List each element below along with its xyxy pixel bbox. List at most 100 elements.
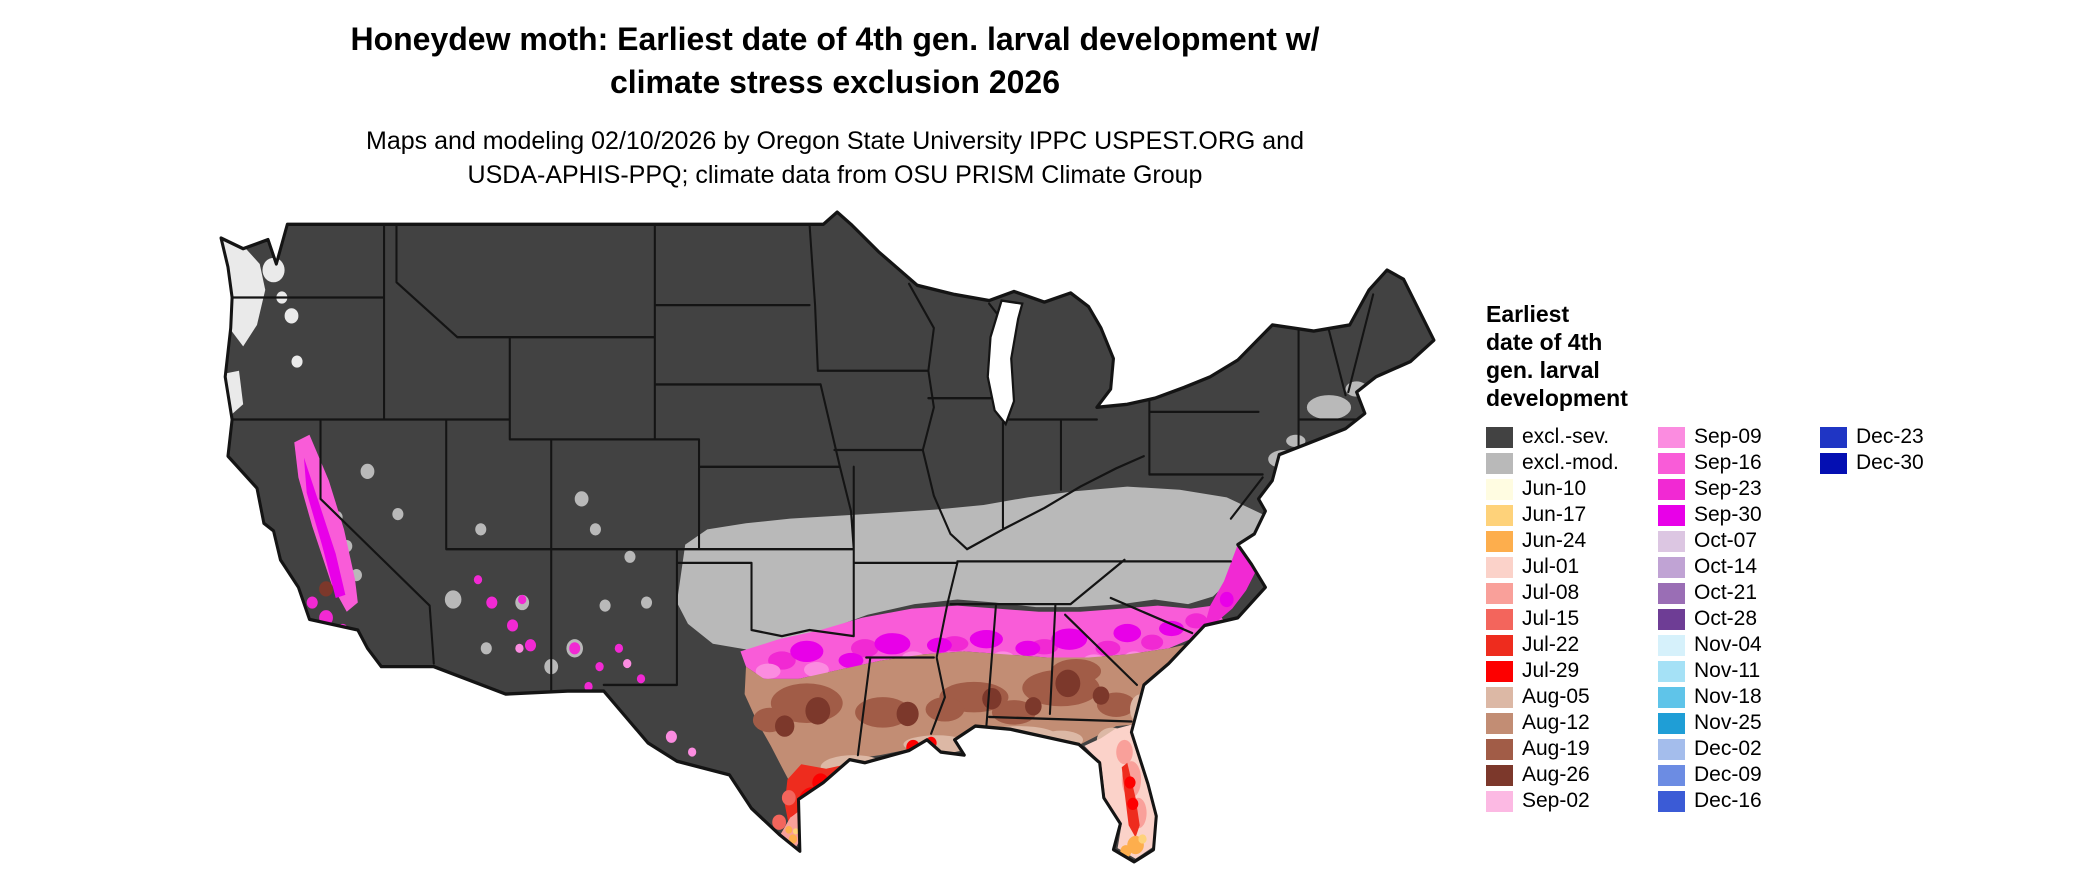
subtitle-line-2: USDA-APHIS-PPQ; climate data from OSU PR… <box>467 161 1203 189</box>
legend-swatch <box>1658 738 1685 760</box>
legend-label: Jul-01 <box>1522 555 1580 578</box>
legend-item: excl.-mod. <box>1486 450 1619 476</box>
map-aug26-patches <box>319 581 1110 737</box>
legend-item: Dec-23 <box>1820 424 1924 450</box>
legend-swatch <box>1486 426 1513 448</box>
legend-item: Sep-16 <box>1658 450 1762 476</box>
legend-swatch <box>1820 452 1847 474</box>
legend-label: Nov-04 <box>1694 633 1762 656</box>
legend-swatch <box>1658 608 1685 630</box>
legend-title-line-2: date of 4th <box>1486 329 1603 355</box>
legend-swatch <box>1486 582 1513 604</box>
legend-swatch <box>1486 608 1513 630</box>
legend-title-line-3: gen. larval <box>1486 357 1600 383</box>
us-map <box>219 210 1436 864</box>
legend-item: Nov-04 <box>1658 632 1762 658</box>
legend-swatch <box>1820 426 1847 448</box>
legend-label: Oct-21 <box>1694 581 1758 604</box>
legend-swatch <box>1486 790 1513 812</box>
legend-item: Jul-29 <box>1486 658 1619 684</box>
legend-label: Sep-16 <box>1694 451 1762 474</box>
legend-item: Oct-07 <box>1658 528 1762 554</box>
legend-swatch <box>1658 504 1685 526</box>
legend-label: Sep-09 <box>1694 425 1762 448</box>
legend-label: Sep-23 <box>1694 477 1762 500</box>
legend-swatch <box>1658 660 1685 682</box>
page-title: Honeydew moth: Earliest date of 4th gen.… <box>255 18 1415 104</box>
legend-item: Dec-30 <box>1820 450 1924 476</box>
legend-swatch <box>1658 556 1685 578</box>
legend-label: Aug-12 <box>1522 711 1590 734</box>
legend-swatch <box>1658 790 1685 812</box>
legend-column-2: Sep-09 Sep-16 Sep-23 Sep-30 Oct-07 Oct-14 Oct-… <box>1658 424 1762 814</box>
legend-item: Jun-24 <box>1486 528 1619 554</box>
legend-swatch <box>1486 712 1513 734</box>
title-line-2: climate stress exclusion 2026 <box>609 64 1061 100</box>
legend-label: Jul-29 <box>1522 659 1580 682</box>
legend-swatch <box>1486 556 1513 578</box>
legend-label: Aug-05 <box>1522 685 1590 708</box>
legend-item: Oct-14 <box>1658 554 1762 580</box>
legend-item: Jul-08 <box>1486 580 1619 606</box>
legend-swatch <box>1486 660 1513 682</box>
lake-michigan <box>986 299 1024 427</box>
legend-label: Sep-30 <box>1694 503 1762 526</box>
legend-label: excl.-sev. <box>1522 425 1610 448</box>
legend-title-line-1: Earliest <box>1486 301 1570 327</box>
legend-title: Earliest date of 4th gen. larval develop… <box>1486 300 1628 412</box>
legend-item: Sep-23 <box>1658 476 1762 502</box>
map-gray-speckles <box>331 381 1368 675</box>
legend-label: Nov-18 <box>1694 685 1762 708</box>
legend-swatch <box>1486 738 1513 760</box>
subtitle-line-1: Maps and modeling 02/10/2026 by Oregon S… <box>366 127 1304 155</box>
legend-swatch <box>1486 478 1513 500</box>
legend-label: Dec-09 <box>1694 763 1762 786</box>
legend-item: Oct-21 <box>1658 580 1762 606</box>
map-region-california-valley <box>294 434 358 612</box>
legend-item: Oct-28 <box>1658 606 1762 632</box>
legend-label: Jun-24 <box>1522 529 1587 552</box>
page-subtitle: Maps and modeling 02/10/2026 by Oregon S… <box>255 124 1415 192</box>
legend-swatch <box>1486 764 1513 786</box>
legend-item: Jun-17 <box>1486 502 1619 528</box>
legend-swatch <box>1658 530 1685 552</box>
legend-label: Oct-07 <box>1694 529 1758 552</box>
legend-label: Oct-28 <box>1694 607 1758 630</box>
legend-item: Nov-25 <box>1658 710 1762 736</box>
legend-label: Dec-30 <box>1856 451 1924 474</box>
map-region-excluded-moderate <box>676 486 1266 650</box>
legend-item: Jul-15 <box>1486 606 1619 632</box>
legend-item: Nov-11 <box>1658 658 1762 684</box>
legend-swatch <box>1658 582 1685 604</box>
legend-item: Aug-19 <box>1486 736 1619 762</box>
legend-item: Dec-16 <box>1658 788 1762 814</box>
legend-label: Nov-11 <box>1694 659 1761 682</box>
title-line-1: Honeydew moth: Earliest date of 4th gen.… <box>350 21 1320 57</box>
legend-swatch <box>1658 478 1685 500</box>
legend-swatch <box>1486 634 1513 656</box>
legend-item: excl.-sev. <box>1486 424 1619 450</box>
map-container <box>210 206 1445 871</box>
map-region-florida <box>1084 724 1157 859</box>
legend-label: Dec-16 <box>1694 789 1762 812</box>
legend-item: Sep-09 <box>1658 424 1762 450</box>
legend-item: Sep-02 <box>1486 788 1619 814</box>
legend-label: Aug-26 <box>1522 763 1590 786</box>
legend-swatch <box>1658 426 1685 448</box>
legend-item: Jul-22 <box>1486 632 1619 658</box>
legend-swatch <box>1486 686 1513 708</box>
legend-label: Dec-23 <box>1856 425 1924 448</box>
legend-swatch <box>1486 452 1513 474</box>
legend-label: excl.-mod. <box>1522 451 1619 474</box>
legend-item: Jun-10 <box>1486 476 1619 502</box>
legend-label: Jul-22 <box>1522 633 1580 656</box>
legend-swatch <box>1658 686 1685 708</box>
legend-label: Jul-08 <box>1522 581 1580 604</box>
us-outline <box>219 210 1436 864</box>
legend-label: Nov-25 <box>1694 711 1762 734</box>
legend-label: Jun-17 <box>1522 503 1587 526</box>
legend-swatch <box>1486 504 1513 526</box>
map-aug19-patches <box>752 658 1136 733</box>
legend-label: Jun-10 <box>1522 477 1587 500</box>
legend-swatch <box>1658 452 1685 474</box>
